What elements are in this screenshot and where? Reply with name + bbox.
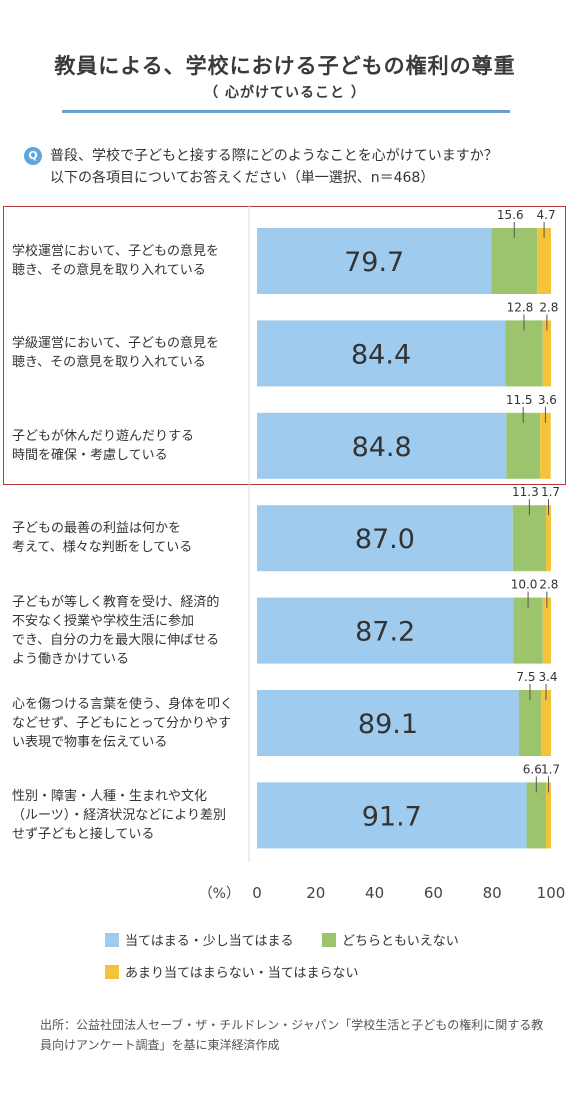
row-label-line: 時間を確保・考慮している xyxy=(12,447,168,463)
data-label-neutral-1: 12.8 xyxy=(507,300,534,314)
row-label-1: 学級運営において、子どもの意見を 聴き、その意見を取り入れている xyxy=(12,334,247,372)
legend-label: 当てはまる・少し当てはまる xyxy=(125,934,294,949)
row-label-4: 子どもが等しく教育を受け、経済的 不安なく授業や学校生活に参加でき、自分の力を最大… xyxy=(12,593,247,669)
data-label-agree-5: 89.1 xyxy=(358,709,418,740)
data-label-neutral-0: 15.6 xyxy=(497,208,524,222)
bar-neutral-5 xyxy=(518,690,542,756)
data-label-neutral-2: 11.5 xyxy=(506,393,533,407)
data-label-agree-0: 79.7 xyxy=(344,247,404,278)
legend-label: あまり当てはまらない・当てはまらない xyxy=(125,966,359,981)
x-tick-label-60: 60 xyxy=(424,884,443,902)
data-label-disagree-4: 2.8 xyxy=(539,578,558,592)
x-tick-label-0: 0 xyxy=(252,884,262,902)
question-badge: Q xyxy=(24,147,42,165)
legend-swatch xyxy=(105,933,119,947)
data-label-disagree-2: 3.6 xyxy=(538,393,557,407)
question-line-2: 以下の各項目についてお答えください（単一選択、n＝468） xyxy=(50,170,435,186)
bar-disagree-1 xyxy=(542,320,551,387)
bar-agree-2 xyxy=(257,412,507,479)
row-label-line: 心を傷つける言葉を使う、身体を叩く xyxy=(12,696,234,712)
bar-neutral-0 xyxy=(491,228,538,294)
bar-disagree-3 xyxy=(546,505,551,572)
row-label-line: 子どもが等しく教育を受け、経済的 xyxy=(12,594,220,610)
data-label-neutral-6: 6.6 xyxy=(523,762,542,776)
data-label-disagree-1: 2.8 xyxy=(539,300,558,314)
question-line-1: 普段、学校で子どもと接する際にどのようなことを心がけていますか？ xyxy=(50,148,498,164)
row-label-line: 聴き、その意見を取り入れている xyxy=(12,355,206,371)
row-label-3: 子どもの最善の利益は何かを 考えて、様々な判断をしている xyxy=(12,519,247,557)
data-label-disagree-0: 4.7 xyxy=(537,208,556,222)
row-label-5: 心を傷つける言葉を使う、身体を叩く などせず、子どもにとって分かりやす い表現で物事… xyxy=(12,695,247,752)
bar-agree-0 xyxy=(257,228,492,294)
legend-item-2: あまり当てはまらない・当てはまらない xyxy=(105,962,358,981)
bar-agree-5 xyxy=(257,690,519,756)
source-note: 出所：公益社団法人セーブ・ザ・チルドレン・ジャパン「学校生活と子どもの権利に関す… xyxy=(40,1018,544,1052)
row-label-line: などせず、子どもにとって分かりやす xyxy=(12,715,232,731)
x-tick-label-100: 100 xyxy=(537,884,566,902)
stacked-bar-chart: 79.7 15.6 4.7 84.4 12.8 2.8 84.8 11.5 3.6 87.0 11.… xyxy=(199,205,566,902)
legend-item-1: どちらともいえない xyxy=(322,930,459,949)
x-axis-unit: （%） xyxy=(199,886,240,902)
bar-agree-6 xyxy=(257,782,527,849)
data-label-agree-6: 91.7 xyxy=(362,801,422,832)
bar-neutral-2 xyxy=(506,412,541,479)
row-label-0: 学校運営において、子どもの意見を 聴き、その意見を取り入れている xyxy=(12,242,247,280)
legend-label: どちらともいえない xyxy=(342,934,459,949)
row-label-line: 不安なく授業や学校生活に参加 xyxy=(12,613,195,629)
data-label-neutral-3: 11.3 xyxy=(512,485,539,499)
bar-neutral-6 xyxy=(526,782,547,849)
row-label-2: 子どもが休んだり遊んだりする 時間を確保・考慮している xyxy=(12,427,247,465)
row-label-line: 性別・障害・人種・生まれや文化 xyxy=(12,788,208,804)
row-label-line: 考えて、様々な判断をしている xyxy=(12,540,193,556)
data-label-neutral-5: 7.5 xyxy=(516,670,535,684)
legend-swatch xyxy=(105,965,119,979)
chart-subtitle: （ 心がけていること ） xyxy=(204,85,366,101)
bar-agree-4 xyxy=(257,597,514,664)
row-label-line: （ルーツ）・経済状況などにより差別 xyxy=(12,807,226,823)
data-label-agree-2: 84.8 xyxy=(352,432,412,463)
bar-disagree-4 xyxy=(542,597,551,664)
title-rule xyxy=(62,110,510,113)
row-label-line: せず子どもと接している xyxy=(12,826,155,842)
row-label-line: 学級運営において、子どもの意見を xyxy=(12,336,219,352)
legend-item-0: 当てはまる・少し当てはまる xyxy=(105,930,293,949)
row-label-line: い表現で物事を伝えている xyxy=(12,734,168,750)
bar-neutral-4 xyxy=(513,597,543,664)
data-label-disagree-5: 3.4 xyxy=(538,670,557,684)
chart-title: 教員による、学校における子どもの権利の尊重 xyxy=(54,54,516,78)
highlight-box xyxy=(3,206,566,485)
x-tick-label-20: 20 xyxy=(306,884,325,902)
bar-disagree-0 xyxy=(537,228,551,294)
legend-swatch xyxy=(322,933,336,947)
row-label-line: 子どもが休んだり遊んだりする xyxy=(12,428,195,444)
data-label-agree-4: 87.2 xyxy=(355,617,415,648)
data-label-neutral-4: 10.0 xyxy=(511,578,538,592)
x-tick-label-80: 80 xyxy=(483,884,502,902)
bar-disagree-2 xyxy=(540,412,551,479)
x-tick-label-40: 40 xyxy=(365,884,384,902)
row-label-line: 学校運営において、子どもの意見を xyxy=(12,244,219,259)
bar-disagree-5 xyxy=(541,690,551,756)
bar-disagree-6 xyxy=(546,782,551,849)
row-label-line: でき、自分の力を最大限に伸ばせる xyxy=(12,632,220,648)
row-label-line: 子どもの最善の利益は何かを xyxy=(12,521,182,537)
bar-agree-3 xyxy=(257,505,513,572)
bar-agree-1 xyxy=(257,320,506,387)
row-label-6: 性別・障害・人種・生まれや文化 （ルーツ）・経済状況などにより差別 せず子どもと接し… xyxy=(12,787,247,844)
bar-neutral-3 xyxy=(512,505,547,572)
data-label-agree-3: 87.0 xyxy=(355,524,415,555)
data-label-disagree-3: 1.7 xyxy=(541,485,560,499)
row-label-line: よう働きかけている xyxy=(12,651,130,667)
row-label-line: 聴き、その意見を取り入れている xyxy=(12,263,206,278)
bar-neutral-1 xyxy=(505,320,543,387)
data-label-agree-1: 84.4 xyxy=(351,339,411,370)
data-label-disagree-6: 1.7 xyxy=(541,762,560,776)
